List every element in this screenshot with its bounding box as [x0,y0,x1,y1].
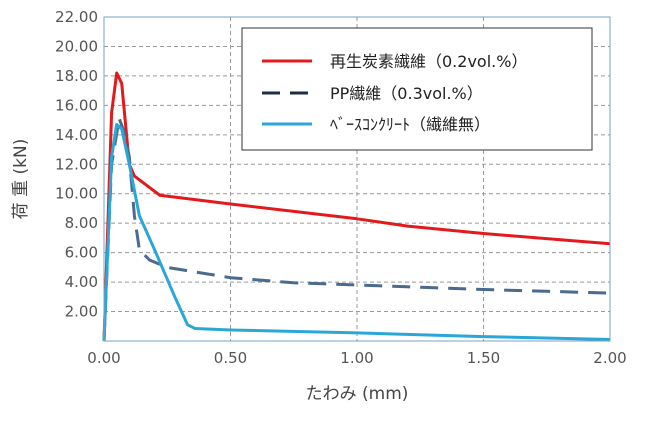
y-tick-label: 14.00 [55,126,98,144]
y-tick-label: 16.00 [55,96,98,114]
x-tick-label: 1.00 [340,349,373,367]
series-line-2 [102,123,611,342]
legend-label-pp: PP繊維（0.3vol.%） [330,84,483,103]
y-tick-label: 8.00 [65,214,98,232]
x-axis-title: たわみ (mm) [306,384,409,404]
y-tick-label: 10.00 [55,185,98,203]
y-tick-label: 6.00 [65,244,98,262]
y-tick-label: 2.00 [65,303,98,321]
series-line-0 [102,71,611,342]
series-layer [102,71,611,342]
y-tick-label: 20.00 [55,37,98,55]
y-tick-label: 12.00 [55,155,98,173]
y-tick-label: 18.00 [55,67,98,85]
tick-labels: 0.00 0.50 1.00 1.50 2.00 2.00 4.00 6.00 8.00 10.0… [55,8,627,367]
legend-label-recycled-carbon: 再生炭素繊維（0.2vol.%） [330,52,527,71]
legend: 再生炭素繊維（0.2vol.%） PP繊維（0.3vol.%） ﾍﾞｰｽｺﾝｸﾘ… [241,27,593,151]
plot-frame [103,16,611,342]
x-tick-label: 0.50 [214,349,247,367]
legend-box [241,27,593,151]
legend-label-base-concrete: ﾍﾞｰｽｺﾝｸﾘｰﾄ（繊維無） [330,115,490,134]
y-axis-title: 荷 重 (kN) [11,139,31,220]
y-tick-label: 22.00 [55,8,98,26]
y-tick-label: 4.00 [65,273,98,291]
x-tick-label: 2.00 [593,349,626,367]
series-line-1 [102,117,611,342]
x-tick-label: 1.50 [467,349,500,367]
x-tick-label: 0.00 [87,349,120,367]
